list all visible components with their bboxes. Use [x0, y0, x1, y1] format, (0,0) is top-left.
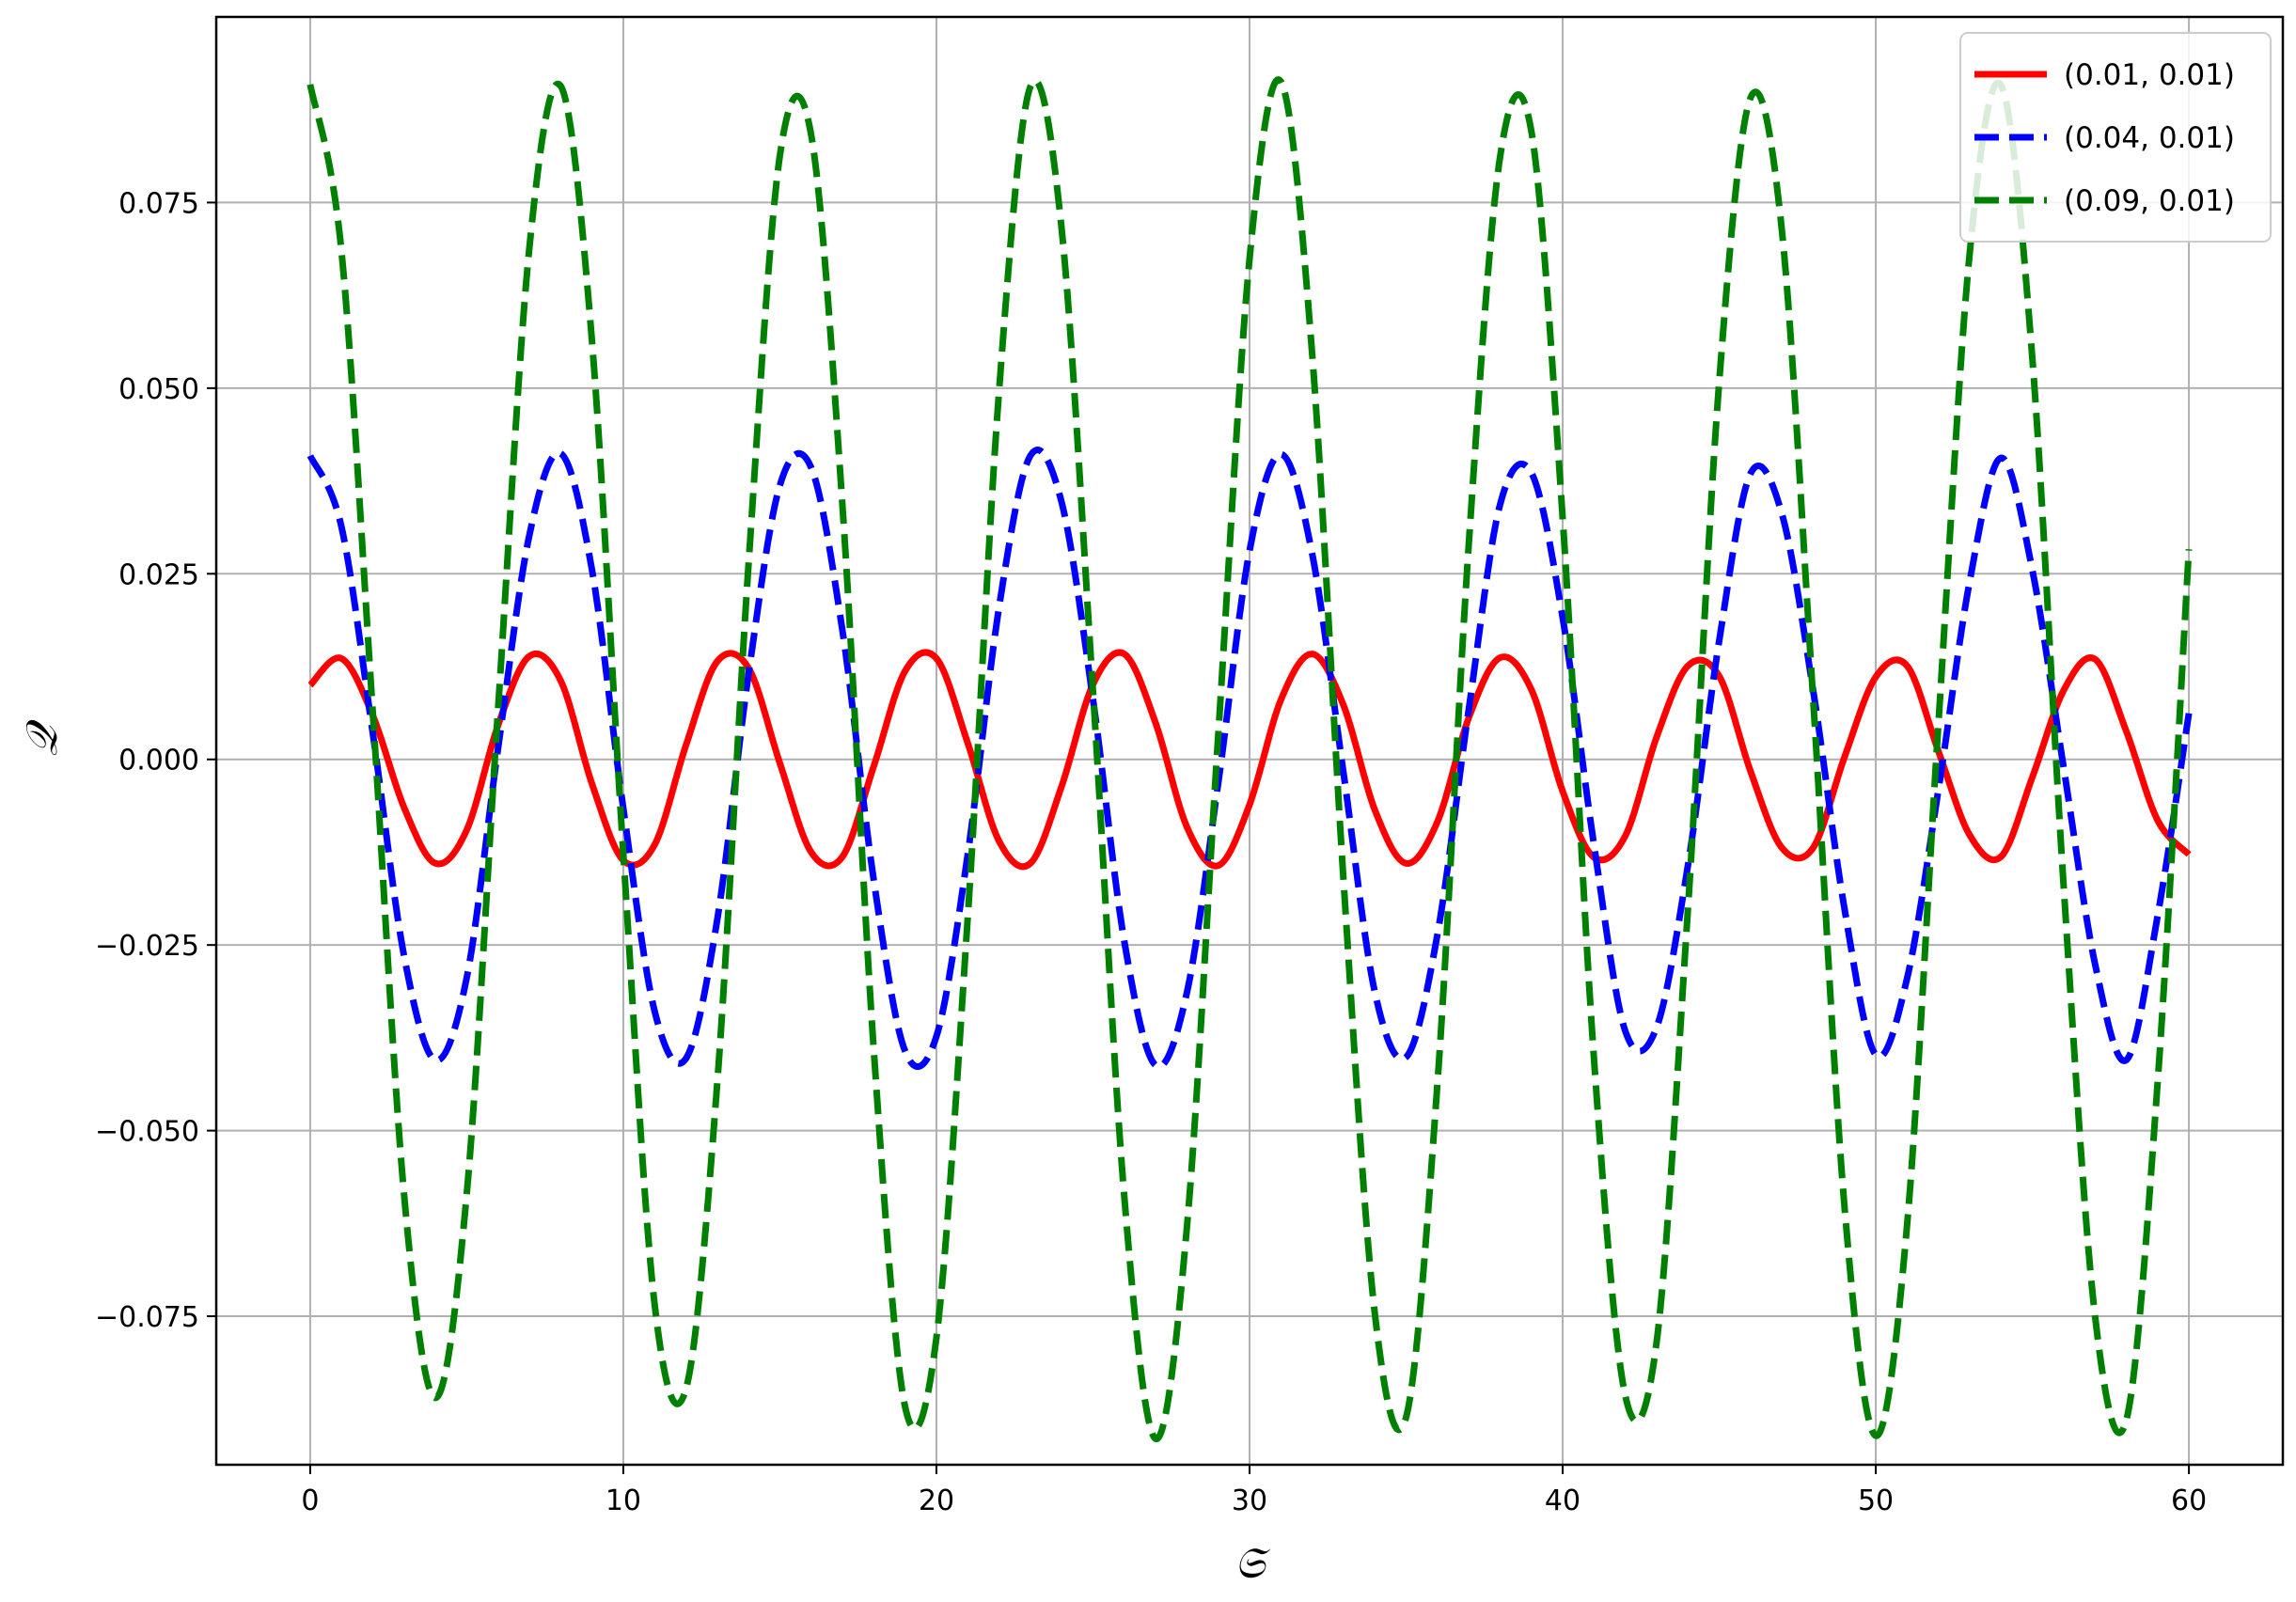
legend-label: (0.09, 0.01)	[2064, 184, 2235, 218]
legend-label: (0.01, 0.01)	[2064, 58, 2235, 92]
y-axis-ticks: 0.075 0.050 0.025 0.000 −0.025 −0.050 −0.075	[95, 187, 216, 1334]
x-tick-label: 10	[605, 1484, 641, 1517]
y-tick-label: −0.025	[95, 930, 199, 963]
y-tick-label: 0.025	[118, 558, 199, 591]
x-tick-label: 60	[2171, 1484, 2207, 1517]
y-tick-label: 0.075	[118, 187, 199, 220]
x-tick-label: 30	[1232, 1484, 1267, 1517]
y-tick-label: 0.000	[118, 745, 199, 777]
legend: (0.01, 0.01) (0.04, 0.01) (0.09, 0.01)	[1959, 32, 2272, 243]
y-tick-label: −0.050	[95, 1116, 199, 1149]
legend-label: (0.04, 0.01)	[2064, 121, 2235, 155]
x-tick-label: 20	[919, 1484, 954, 1517]
x-tick-label: 40	[1545, 1484, 1580, 1517]
x-axis-ticks: 0 10 20 30 40 50 60	[301, 1465, 2207, 1517]
series-lines	[307, 76, 2193, 1442]
grid	[216, 17, 2283, 1465]
legend-box	[1959, 32, 2272, 243]
y-tick-label: −0.075	[95, 1301, 199, 1334]
x-tick-label: 50	[1858, 1484, 1894, 1517]
y-tick-label: 0.050	[118, 373, 199, 406]
x-tick-label: 0	[301, 1484, 319, 1517]
series-line-2	[307, 76, 2193, 1442]
